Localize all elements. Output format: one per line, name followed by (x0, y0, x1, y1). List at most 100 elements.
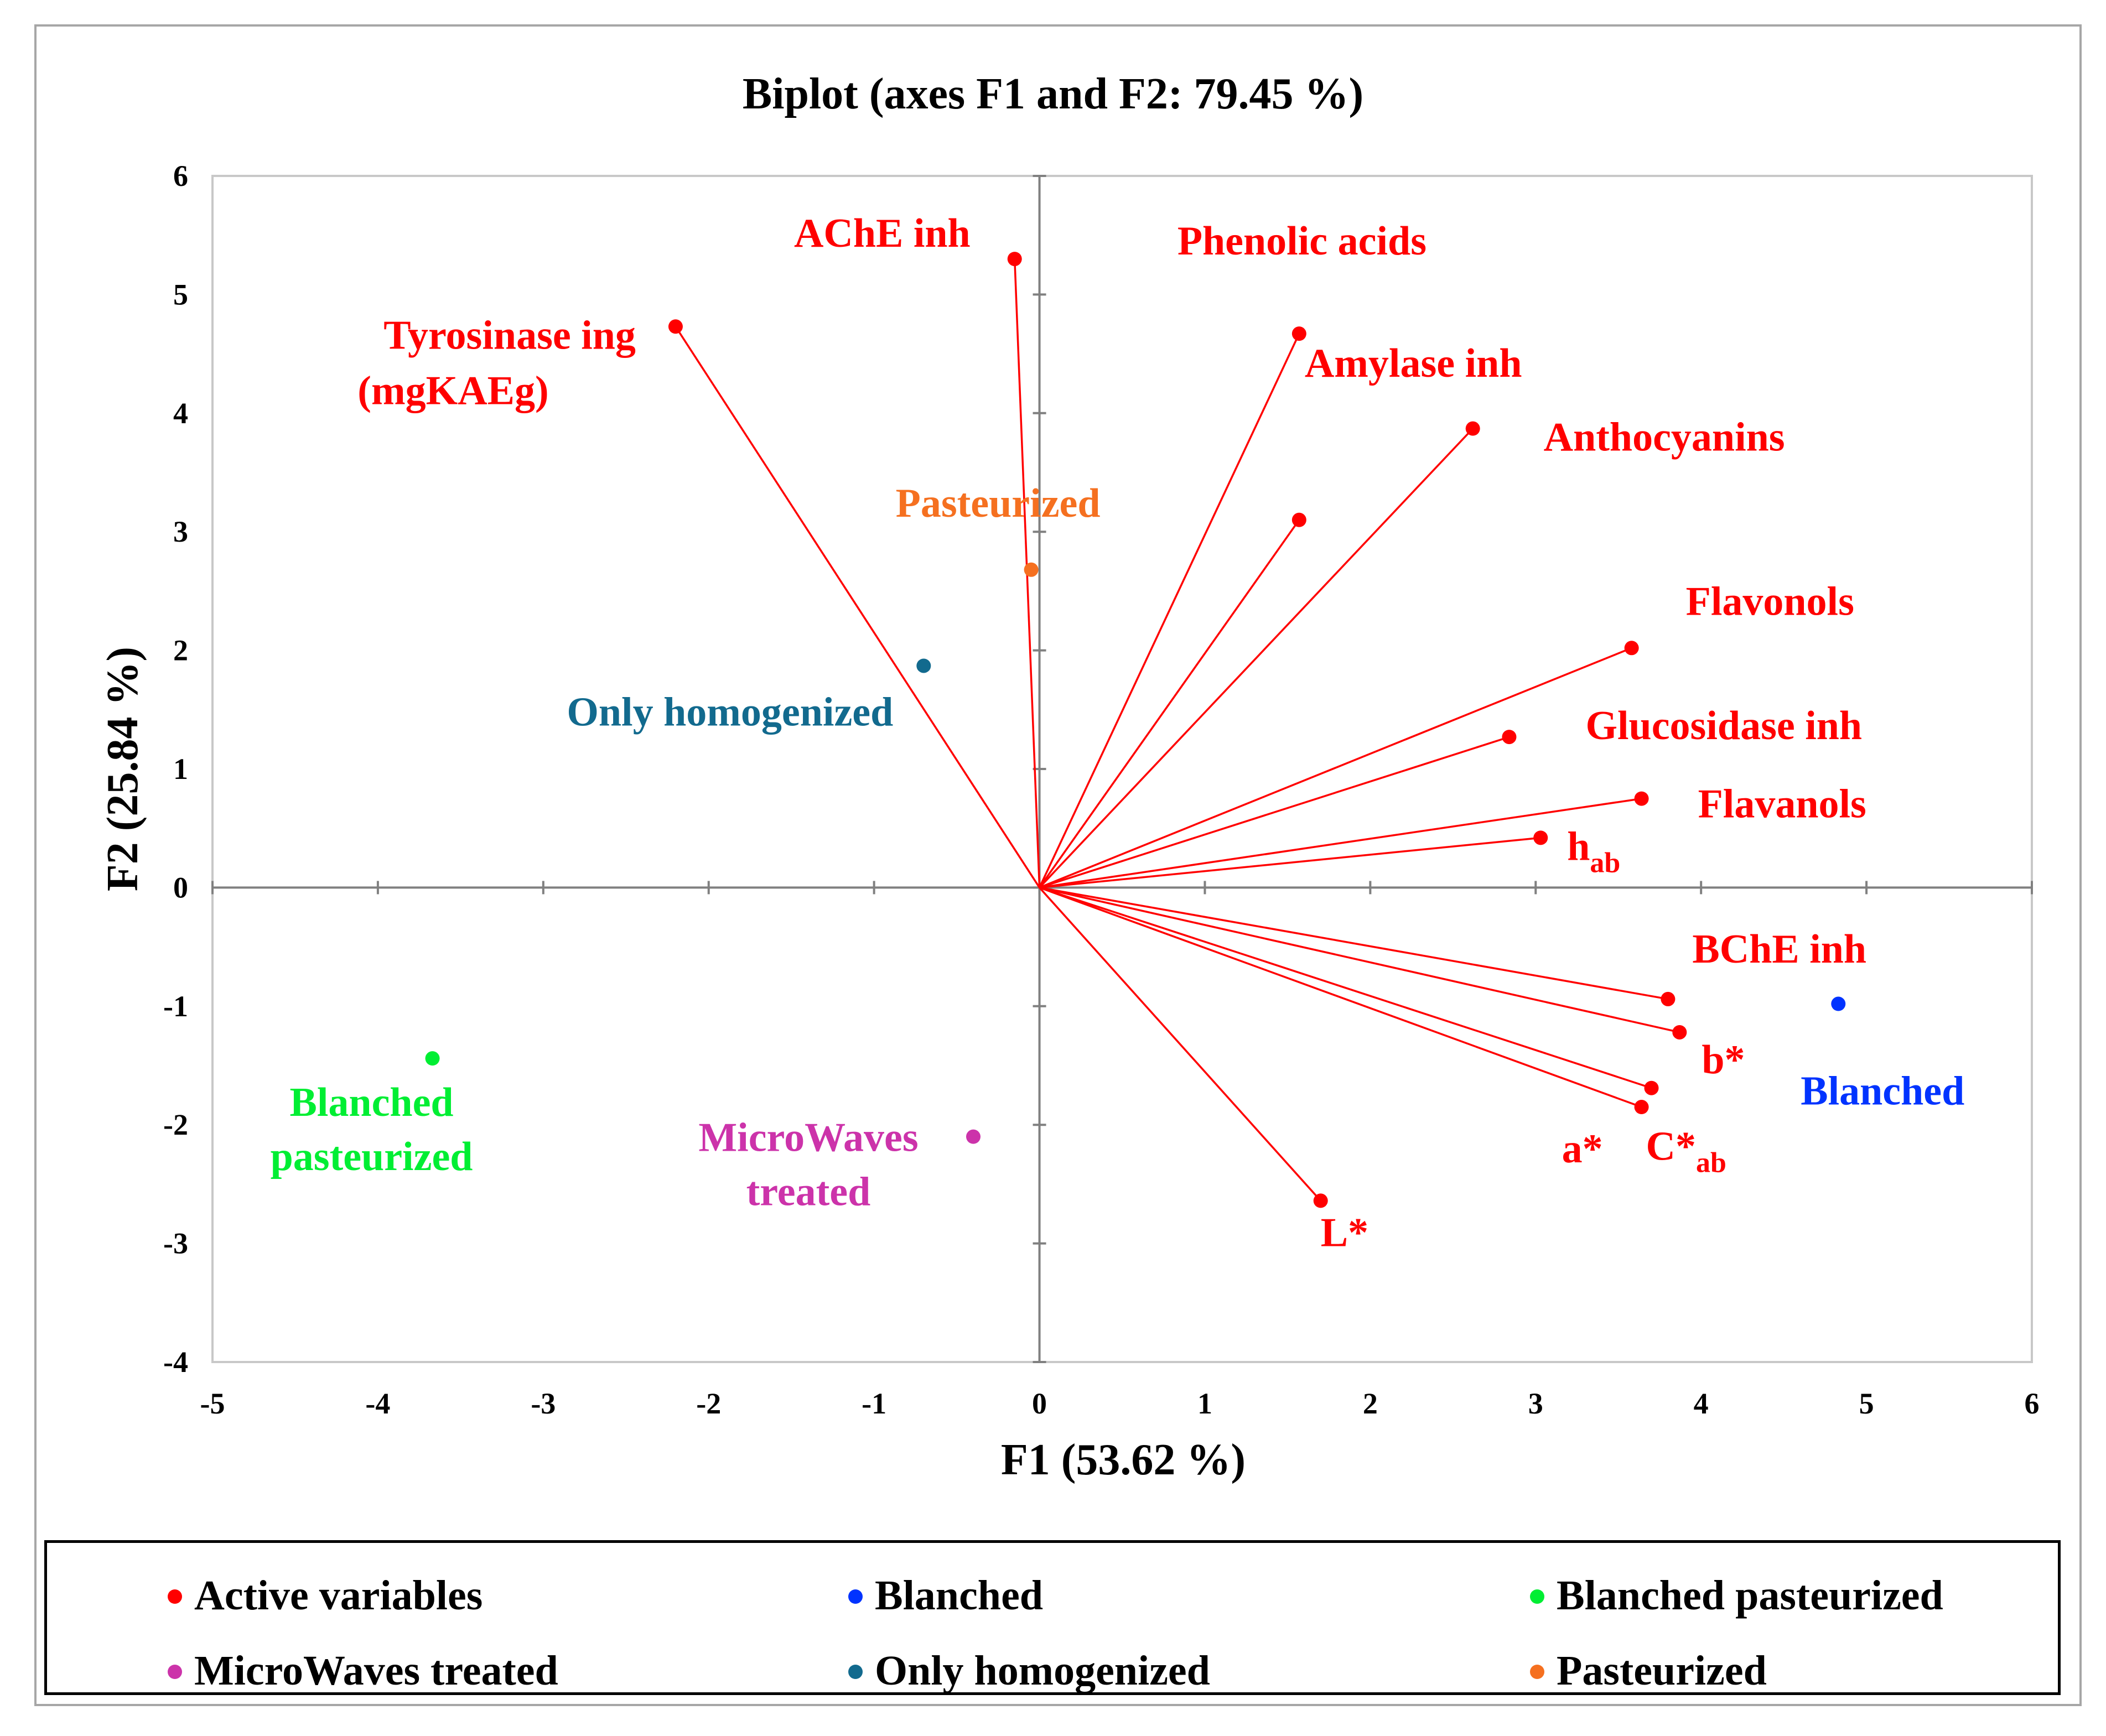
variable-point-tyrosinase-ing (668, 319, 683, 334)
vector-glucosidase-inh (1039, 736, 1510, 889)
legend-dot-blanched (848, 1589, 863, 1604)
point-labels: AChE inh Tyrosinase ing (mgKAEg) Phenolic a… (271, 211, 1965, 1255)
variable-point-anthocyanins (1465, 421, 1480, 436)
legend-label: Only homogenized (875, 1647, 1210, 1694)
x-axis-title: F1 (53.62 %) (1001, 1436, 1246, 1484)
y-tick-label: 4 (173, 397, 188, 430)
y-tick-label: 2 (173, 634, 188, 667)
observation-label-microwaves-treated: MicroWaves (698, 1115, 918, 1161)
plot-area (211, 175, 2033, 1363)
vector-bche-inh (1039, 886, 1668, 1000)
variable-label-flavanols: Flavanols (1698, 782, 1866, 827)
variable-point-flavonols (1624, 641, 1639, 656)
variable-point-amylase-inh (1291, 326, 1306, 341)
legend-label: MicroWaves treated (194, 1647, 558, 1694)
y-tick-label: -2 (163, 1108, 188, 1141)
variable-label-l: L* (1321, 1210, 1368, 1255)
observation-point-blanched-pasteurized (425, 1051, 440, 1066)
variable-label-ache-inh: AChE inh (794, 211, 971, 256)
legend-label: Blanched pasteurized (1557, 1572, 1943, 1619)
legend-label: Pasteurized (1557, 1647, 1767, 1694)
variable-point-flavanols (1634, 791, 1649, 806)
variable-point-hab (1533, 830, 1548, 845)
variable-label-bche-inh: BChE inh (1692, 927, 1866, 972)
vector-b (1039, 886, 1680, 1033)
legend: Active variables Blanched Blanched paste… (44, 1540, 2061, 1695)
observation-points (425, 562, 1846, 1144)
variable-label-flavonols: Flavonols (1686, 579, 1854, 624)
x-tick-label: 3 (1528, 1387, 1543, 1420)
vector-c-ab (1039, 886, 1652, 1089)
variable-label-c-ab: C*ab (1646, 1124, 1726, 1179)
chart-title: Biplot (axes F1 and F2: 79.45 %) (743, 70, 1363, 118)
y-tick-label: 0 (173, 871, 188, 904)
variable-vectors (668, 252, 1687, 1208)
observation-label-pasteurized: Pasteurized (896, 481, 1101, 526)
variable-point-bche-inh (1661, 991, 1676, 1006)
vector-a (1039, 886, 1642, 1108)
legend-item-blanched-pasteurized: Blanched pasteurized (1530, 1572, 1943, 1620)
vector-amylase-inh (1038, 333, 1300, 888)
observation-point-only-homogenized (916, 658, 931, 673)
variable-point-a (1634, 1100, 1649, 1115)
observation-label-blanched-pasteurized: Blanched (290, 1080, 454, 1125)
legend-label: Active variables (194, 1572, 483, 1619)
variable-label-phenolic-acids: Phenolic acids (1178, 219, 1427, 264)
vector-l (1039, 887, 1321, 1202)
x-tick-label: -3 (531, 1387, 556, 1420)
vector-flavonols (1039, 647, 1632, 889)
variable-point-glucosidase-inh (1502, 730, 1517, 745)
x-axis-ticks: -5 -4 -3 -2 -1 0 1 2 3 4 5 6 (200, 881, 2040, 1420)
legend-dot-blanched-pasteurized (1530, 1589, 1544, 1604)
variable-label-amylase-inh: Amylase inh (1305, 341, 1522, 386)
y-axis-ticks: -4 -3 -2 -1 0 1 2 3 4 5 6 (163, 159, 1046, 1379)
x-tick-label: -2 (696, 1387, 721, 1420)
variable-label-tyrosinase-ing-line2: (mgKAEg) (357, 368, 548, 413)
x-tick-label: 6 (2025, 1387, 2040, 1420)
legend-item-only-homogenized: Only homogenized (848, 1647, 1210, 1695)
legend-label: Blanched (875, 1572, 1044, 1619)
variable-label-b: b* (1702, 1037, 1745, 1083)
vector-anthocyanins (1039, 428, 1474, 888)
observation-label-only-homogenized: Only homogenized (567, 689, 893, 735)
variable-point-l (1313, 1193, 1328, 1208)
y-tick-label: 3 (173, 515, 188, 548)
variable-label-anthocyanins: Anthocyanins (1544, 415, 1785, 460)
observation-label-microwaves-treated-line2: treated (746, 1170, 871, 1215)
variable-label-hab: hab (1567, 824, 1620, 879)
observation-point-microwaves-treated (966, 1129, 981, 1144)
chart-frame (34, 24, 2082, 1706)
y-tick-label: -1 (163, 990, 188, 1023)
x-tick-label: -1 (862, 1387, 886, 1420)
legend-dot-pasteurized (1530, 1664, 1544, 1679)
vector-tyrosinase-ing (675, 326, 1041, 888)
y-tick-label: -4 (163, 1345, 188, 1379)
x-tick-label: 2 (1363, 1387, 1378, 1420)
x-tick-label: -5 (200, 1387, 225, 1420)
variable-point-ache-inh (1007, 252, 1022, 267)
legend-item-microwaves-treated: MicroWaves treated (168, 1647, 558, 1695)
legend-item-blanched: Blanched (848, 1572, 1043, 1620)
observation-label-blanched-pasteurized-line2: pasteurized (271, 1134, 473, 1179)
vector-hab (1039, 836, 1541, 889)
y-tick-label: 5 (173, 278, 188, 311)
legend-item-active-variables: Active variables (168, 1572, 483, 1620)
observation-label-blanched: Blanched (1801, 1069, 1964, 1114)
x-tick-label: 5 (1859, 1387, 1874, 1420)
legend-dot-active-variables (168, 1589, 182, 1604)
x-tick-label: 4 (1694, 1387, 1709, 1420)
x-tick-label: -4 (365, 1387, 390, 1420)
observation-point-blanched (1831, 996, 1846, 1011)
y-tick-label: 6 (173, 159, 188, 193)
variable-label-a: a* (1562, 1126, 1603, 1172)
legend-dot-only-homogenized (848, 1664, 863, 1679)
x-tick-label: 1 (1197, 1387, 1212, 1420)
variable-point-phenolic-acids (1291, 512, 1306, 527)
vector-flavanols (1039, 797, 1642, 889)
variable-label-glucosidase-inh: Glucosidase inh (1585, 703, 1862, 749)
x-tick-label: 0 (1032, 1387, 1047, 1420)
y-tick-label: 1 (173, 752, 188, 786)
observation-point-pasteurized (1024, 562, 1039, 577)
variable-point-b (1672, 1025, 1687, 1039)
